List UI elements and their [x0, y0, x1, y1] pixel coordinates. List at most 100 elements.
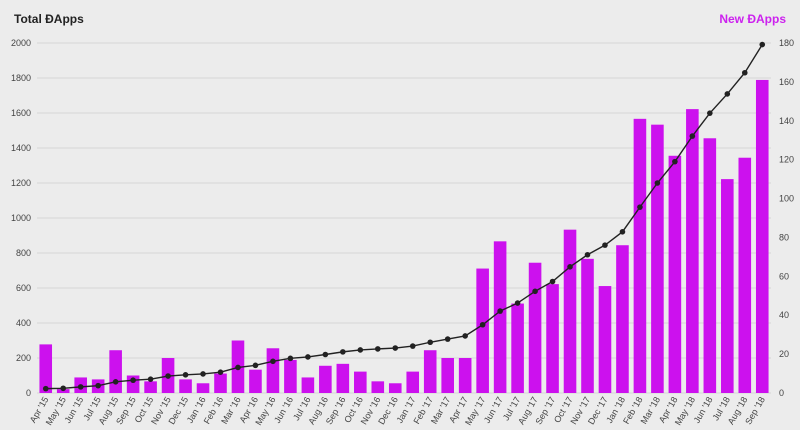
- bar: [563, 229, 577, 393]
- bar: [528, 262, 542, 393]
- bar: [616, 245, 629, 393]
- line-point: [147, 376, 154, 382]
- left-tick-label: 800: [16, 248, 31, 258]
- line-point: [287, 355, 294, 362]
- left-tick-label: 200: [16, 353, 31, 363]
- bar: [511, 303, 524, 393]
- line-point: [374, 346, 381, 352]
- line-point: [497, 308, 503, 314]
- right-axis-title: New ĐApps: [719, 12, 786, 26]
- bar: [546, 284, 559, 393]
- line-point: [357, 347, 364, 353]
- line-point: [95, 382, 101, 389]
- bar: [651, 124, 664, 394]
- line-point: [672, 158, 678, 165]
- line-point: [77, 384, 84, 390]
- bar: [406, 371, 420, 393]
- right-tick-label: 180: [779, 38, 794, 48]
- bar: [633, 118, 647, 393]
- bar: [581, 258, 594, 393]
- bar: [598, 286, 612, 393]
- bar: [109, 350, 122, 393]
- bar: [39, 344, 53, 393]
- line-point: [602, 242, 608, 248]
- line-point: [270, 358, 276, 365]
- line-point: [567, 264, 573, 270]
- bar: [423, 350, 437, 393]
- bar: [476, 268, 489, 393]
- left-tick-label: 400: [16, 318, 31, 328]
- line-point: [427, 339, 434, 346]
- line-point: [619, 229, 626, 235]
- right-tick-label: 0: [779, 388, 784, 398]
- line-point: [707, 110, 713, 116]
- bar: [214, 373, 227, 393]
- line-point: [42, 385, 49, 392]
- line-point: [130, 377, 136, 384]
- line-point: [724, 91, 731, 97]
- bar: [493, 241, 507, 393]
- left-tick-label: 1000: [11, 213, 31, 223]
- left-tick-label: 1400: [11, 143, 31, 153]
- left-axis-title: Total ĐApps: [14, 12, 84, 26]
- bar: [738, 157, 752, 393]
- bar: [703, 138, 717, 393]
- bar: [371, 381, 385, 393]
- line-point: [654, 180, 661, 186]
- line-point: [759, 41, 766, 48]
- left-tick-label: 1600: [11, 108, 31, 118]
- bar: [458, 358, 472, 393]
- bar: [249, 369, 262, 393]
- line-point: [637, 204, 643, 210]
- line-point: [252, 362, 259, 369]
- left-tick-label: 1200: [11, 178, 31, 188]
- line-point: [322, 351, 329, 358]
- right-tick-label: 40: [779, 310, 789, 320]
- line-point: [235, 364, 241, 371]
- line-point: [182, 372, 189, 378]
- bar: [686, 109, 699, 393]
- left-tick-label: 2000: [11, 38, 31, 48]
- line-point: [462, 333, 468, 339]
- right-tick-label: 160: [779, 77, 794, 87]
- line-point: [584, 251, 591, 258]
- line-point: [549, 278, 556, 285]
- line-point: [532, 288, 538, 295]
- bar: [196, 383, 210, 393]
- right-tick-label: 20: [779, 349, 789, 359]
- line-point: [392, 345, 399, 351]
- bar: [388, 383, 402, 393]
- left-tick-label: 1800: [11, 73, 31, 83]
- line-point: [340, 349, 346, 355]
- line-point: [444, 336, 451, 342]
- line-point: [479, 321, 486, 328]
- right-tick-label: 60: [779, 271, 789, 281]
- left-tick-label: 600: [16, 283, 31, 293]
- bar: [301, 377, 315, 393]
- bar: [179, 379, 192, 393]
- line-point: [514, 300, 521, 306]
- line-point: [112, 379, 119, 385]
- bar: [266, 348, 280, 393]
- line-point: [217, 369, 224, 375]
- bar: [755, 79, 769, 393]
- bar: [144, 381, 157, 393]
- line-point: [689, 133, 696, 139]
- right-tick-label: 100: [779, 194, 794, 204]
- left-tick-label: 0: [26, 388, 31, 398]
- total-line: [45, 44, 763, 390]
- line-point: [305, 354, 311, 360]
- line-point: [165, 373, 171, 379]
- bar: [319, 365, 332, 393]
- bar: [284, 359, 297, 393]
- bar: [441, 358, 454, 393]
- bar: [668, 155, 682, 393]
- right-tick-label: 140: [779, 116, 794, 126]
- line-point: [200, 371, 206, 377]
- line-point: [741, 69, 748, 76]
- bar: [721, 179, 734, 393]
- line-point: [60, 385, 67, 392]
- bar: [354, 371, 367, 393]
- right-tick-label: 120: [779, 155, 794, 165]
